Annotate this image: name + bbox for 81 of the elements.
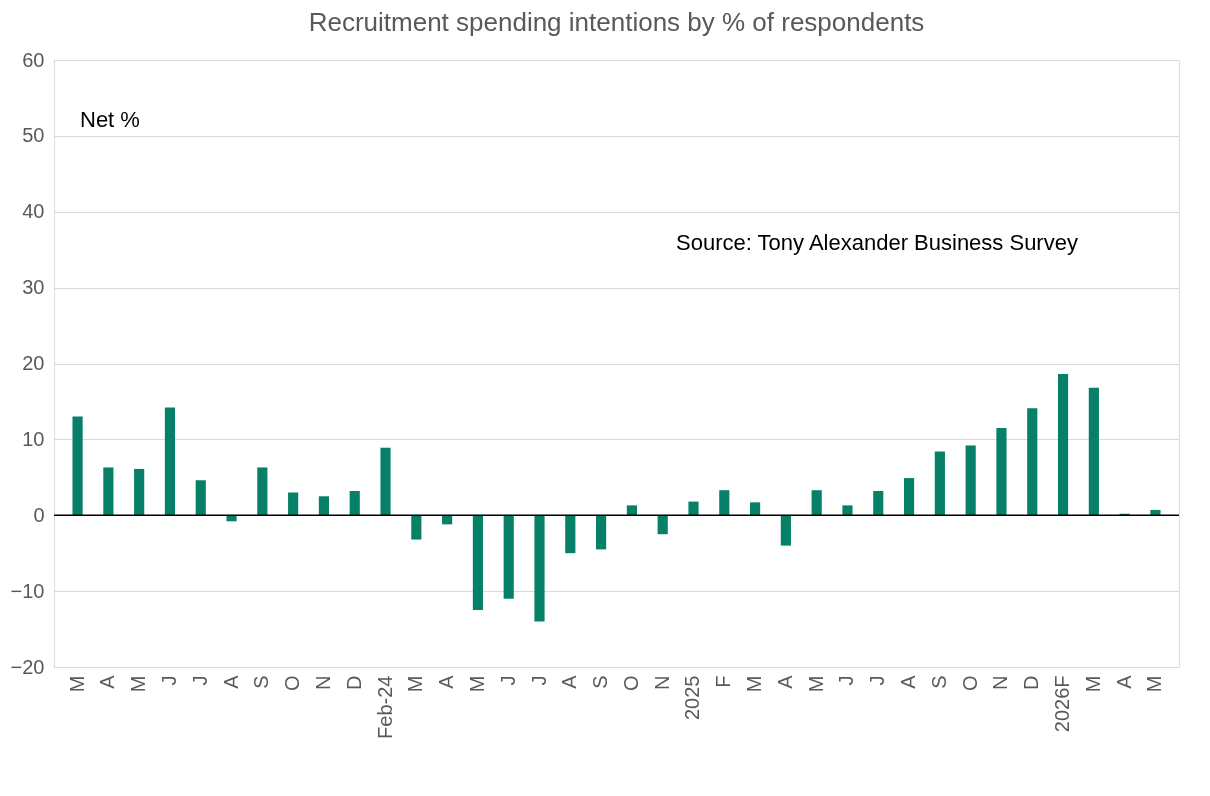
y-tick-label: 0: [33, 503, 45, 526]
x-tick-label: 2025: [681, 675, 704, 720]
bar: [657, 515, 668, 535]
x-tick-label: J: [496, 675, 519, 686]
bar: [565, 515, 576, 554]
x-tick-label: N: [311, 675, 334, 690]
bar: [965, 445, 976, 516]
bar: [195, 480, 206, 516]
x-tick-label: J: [835, 675, 858, 686]
x-tick-label: F: [712, 675, 735, 688]
y-tick-label: 50: [22, 124, 45, 147]
x-tick-label: M: [127, 675, 150, 693]
x-tick-label: D: [342, 675, 365, 690]
x-tick-label: J: [188, 675, 211, 686]
x-tick-label: N: [989, 675, 1012, 690]
x-tick-label: 2026F: [1051, 675, 1074, 733]
y-axis-title: Net %: [80, 107, 140, 132]
bar: [1150, 509, 1161, 516]
x-tick-label: M: [1143, 675, 1166, 693]
x-tick-label: N: [650, 675, 673, 690]
bar: [411, 515, 422, 540]
x-tick-label: M: [404, 675, 427, 693]
bar: [780, 515, 791, 546]
y-tick-label: 10: [22, 427, 45, 450]
x-tick-label: A: [219, 674, 242, 689]
bar: [164, 407, 176, 516]
bar: [288, 492, 299, 516]
x-tick-label: A: [435, 674, 458, 689]
y-tick-label: −20: [10, 655, 45, 678]
x-tick-label: M: [65, 675, 88, 693]
y-tick-label: −10: [10, 579, 45, 602]
bar: [349, 490, 360, 516]
x-tick-label: S: [250, 675, 273, 689]
x-tick-label: A: [1112, 674, 1135, 689]
x-tick-label: A: [897, 674, 920, 689]
bar: [134, 468, 145, 516]
bar: [103, 467, 114, 516]
bar: [873, 490, 884, 516]
x-tick-label: M: [804, 675, 827, 693]
bar: [472, 515, 483, 611]
bar: [1088, 387, 1099, 516]
bar: [626, 505, 637, 516]
x-tick-label: J: [866, 675, 889, 686]
bar: [1027, 408, 1038, 516]
bar: [596, 515, 607, 550]
x-tick-label: O: [281, 675, 304, 692]
bar: [318, 496, 330, 516]
x-tick-label: D: [1020, 675, 1043, 690]
x-tick-label: M: [1081, 675, 1104, 693]
x-tick-label: O: [619, 675, 642, 692]
bar: [257, 467, 268, 516]
bar: [750, 502, 761, 516]
x-tick-label: S: [589, 675, 612, 689]
x-tick-label: M: [465, 675, 488, 693]
y-tick-label: 60: [22, 48, 45, 71]
bar: [996, 427, 1007, 516]
bar: [811, 490, 822, 516]
bar: [1057, 374, 1069, 516]
x-tick-label: Feb-24: [373, 675, 396, 739]
bar: [903, 478, 915, 516]
bar: [842, 505, 853, 516]
x-tick-label: A: [773, 674, 796, 689]
bar: [719, 490, 730, 516]
x-tick-label: S: [927, 675, 950, 689]
x-tick-label: M: [743, 675, 766, 693]
bar: [934, 451, 945, 516]
bar: [534, 515, 545, 622]
bar: [688, 501, 699, 516]
y-tick-label: 40: [22, 200, 45, 223]
x-tick-label: J: [157, 675, 180, 686]
y-tick-label: 30: [22, 276, 45, 299]
x-tick-label: A: [558, 674, 581, 689]
y-tick-label: 20: [22, 352, 45, 374]
x-tick-label: J: [527, 675, 550, 686]
bar: [72, 416, 83, 516]
chart-title: Recruitment spending intentions by % of respondents: [308, 7, 925, 37]
bar: [380, 447, 391, 516]
x-tick-label: O: [958, 675, 981, 692]
x-tick-label: A: [96, 674, 119, 689]
annotation: Source: Tony Alexander Business Survey: [676, 230, 1078, 255]
bar: [503, 515, 514, 599]
